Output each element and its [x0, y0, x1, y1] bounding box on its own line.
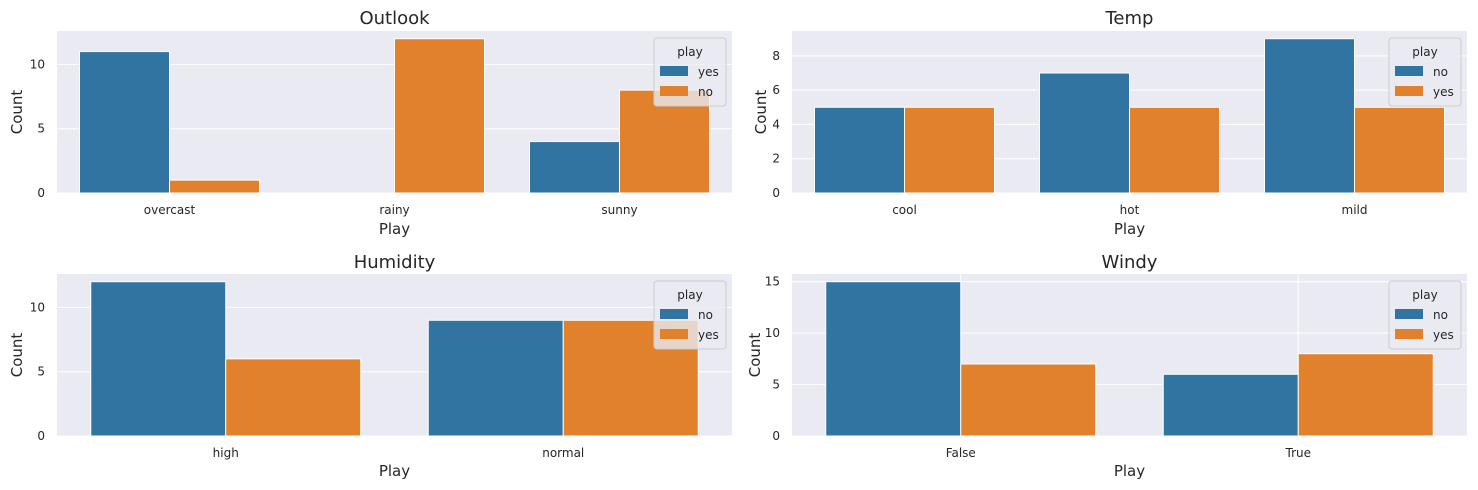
chart-title: Temp	[1105, 8, 1154, 29]
y-tick-label: 10	[30, 57, 45, 71]
bar-false-no	[825, 281, 962, 437]
bar-normal-no	[427, 319, 564, 437]
legend-swatch-no	[1395, 309, 1423, 319]
bar-hot-no	[1039, 72, 1130, 194]
legend-title: play	[1412, 288, 1437, 302]
legend-label-no: no	[698, 308, 713, 322]
y-axis-label: Count	[8, 90, 26, 135]
chart-title: Windy	[1102, 252, 1158, 273]
y-tick-label: 0	[37, 429, 45, 443]
legend-swatch-yes	[660, 66, 688, 76]
legend: play no yes	[1388, 37, 1462, 107]
legend-swatch-yes	[1395, 329, 1423, 339]
x-tick-label: sunny	[601, 203, 637, 217]
x-tick-label: True	[1285, 446, 1312, 460]
y-tick-label: 10	[30, 300, 45, 314]
legend-swatch-yes	[660, 329, 688, 339]
bar-mild-yes	[1354, 106, 1445, 194]
legend: play no yes	[1388, 280, 1462, 350]
legend: play no yes	[653, 280, 727, 350]
y-tick-label: 5	[37, 365, 45, 379]
bar-cool-yes	[904, 106, 995, 194]
y-axis-label: Count	[8, 333, 26, 378]
bar-true-no	[1162, 373, 1299, 437]
bar-high-yes	[225, 358, 362, 437]
y-tick-label: 0	[772, 429, 780, 443]
chart-title: Humidity	[354, 252, 436, 273]
y-tick-label: 15	[765, 275, 780, 289]
y-axis-label: Count	[746, 333, 764, 378]
x-tick-label: overcast	[144, 203, 196, 217]
bar-high-no	[90, 281, 227, 437]
legend: play yes no	[653, 37, 727, 107]
bar-rainy-no	[394, 38, 485, 194]
legend-label-no: no	[1433, 308, 1448, 322]
x-axis-label: Play	[379, 462, 410, 480]
bar-mild-no	[1264, 38, 1355, 194]
y-tick-label: 4	[772, 117, 780, 131]
bar-true-yes	[1297, 353, 1434, 437]
x-tick-label: normal	[542, 446, 584, 460]
bar-overcast-yes	[79, 51, 170, 194]
y-tick-label: 8	[772, 49, 780, 63]
legend-title: play	[677, 288, 702, 302]
y-tick-label: 6	[772, 83, 780, 97]
y-tick-label: 5	[37, 122, 45, 136]
chart-windy: 0 5 10 15 False True Windy Play Count play no yes	[746, 252, 1467, 480]
x-axis-label: Play	[1114, 220, 1145, 238]
legend-title: play	[1412, 45, 1437, 59]
y-tick-label: 2	[772, 152, 780, 166]
chart-temp: 0 2 4 6 8 cool hot mild Temp Play Count play no yes	[752, 8, 1467, 238]
x-tick-label: cool	[892, 203, 917, 217]
legend-label-yes: yes	[698, 65, 719, 79]
y-tick-label: 10	[765, 326, 780, 340]
legend-title: play	[677, 45, 702, 59]
legend-label-no: no	[1433, 65, 1448, 79]
x-axis-label: Play	[379, 220, 410, 238]
y-tick-label: 0	[37, 186, 45, 200]
legend-swatch-yes	[1395, 86, 1423, 96]
bar-sunny-no	[619, 89, 710, 194]
legend-label-no: no	[698, 85, 713, 99]
bar-cool-no	[814, 106, 905, 194]
x-tick-label: high	[213, 446, 239, 460]
legend-label-yes: yes	[1433, 85, 1454, 99]
bar-false-yes	[960, 363, 1097, 437]
bar-overcast-no	[169, 179, 260, 194]
bar-sunny-yes	[529, 141, 620, 194]
legend-swatch-no	[660, 86, 688, 96]
x-tick-label: hot	[1120, 203, 1140, 217]
chart-outlook: 0 5 10 overcast rainy sunny Outlook Play Count pl…	[8, 8, 732, 238]
chart-humidity: 0 5 10 high normal Humidity Play Count play no yes	[8, 252, 732, 480]
x-tick-label: mild	[1342, 203, 1368, 217]
legend-swatch-no	[1395, 66, 1423, 76]
legend-label-yes: yes	[1433, 328, 1454, 342]
y-tick-label: 5	[772, 378, 780, 392]
bar-hot-yes	[1129, 106, 1220, 194]
y-axis-label: Count	[752, 90, 770, 135]
x-tick-label: rainy	[379, 203, 409, 217]
y-tick-label: 0	[772, 186, 780, 200]
x-axis-label: Play	[1114, 462, 1145, 480]
x-tick-label: False	[946, 446, 976, 460]
legend-label-yes: yes	[698, 328, 719, 342]
chart-title: Outlook	[359, 8, 430, 29]
legend-swatch-no	[660, 309, 688, 319]
